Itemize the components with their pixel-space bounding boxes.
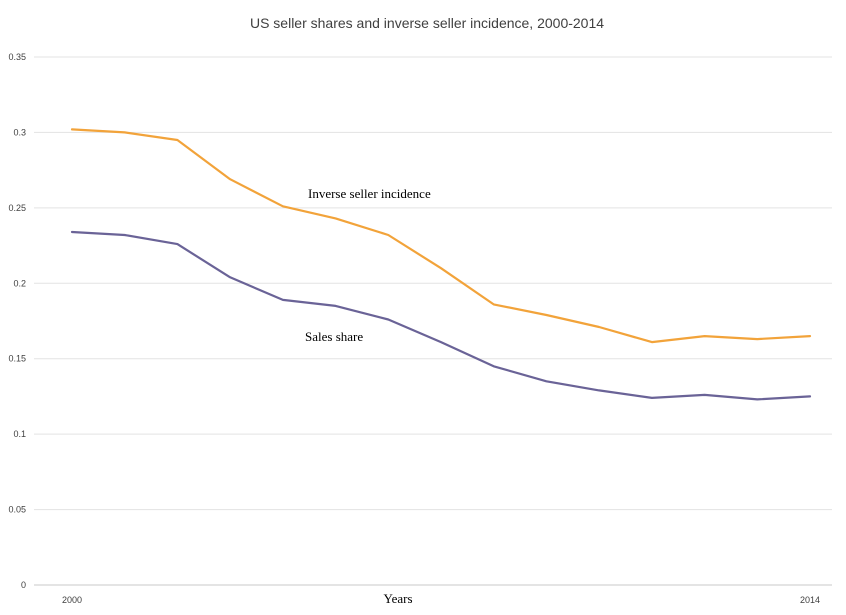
y-tick-label: 0.2 bbox=[13, 278, 26, 288]
y-tick-label: 0.15 bbox=[8, 354, 26, 364]
y-tick-label: 0.25 bbox=[8, 203, 26, 213]
chart-title: US seller shares and inverse seller inci… bbox=[250, 15, 604, 31]
series-label-inverse-seller-incidence: Inverse seller incidence bbox=[308, 186, 431, 201]
series-line-inverse-seller-incidence bbox=[70, 128, 812, 344]
x-axis-label: Years bbox=[383, 591, 412, 606]
x-tick-label: 2000 bbox=[62, 595, 82, 605]
y-tick-label: 0.3 bbox=[13, 127, 26, 137]
y-tick-label: 0.1 bbox=[13, 429, 26, 439]
y-axis-ticks: 0 0.05 0.1 0.15 0.2 0.25 0.3 0.35 bbox=[8, 52, 26, 590]
x-tick-label: 2014 bbox=[800, 595, 820, 605]
y-tick-label: 0 bbox=[21, 580, 26, 590]
gridlines bbox=[34, 56, 832, 586]
series-lines bbox=[70, 128, 812, 401]
series-label-sales-share: Sales share bbox=[305, 329, 363, 344]
y-tick-label: 0.05 bbox=[8, 505, 26, 515]
series-line-sales-share bbox=[70, 230, 812, 401]
y-tick-label: 0.35 bbox=[8, 52, 26, 62]
x-axis-ticks: 2000 2014 bbox=[62, 595, 820, 605]
